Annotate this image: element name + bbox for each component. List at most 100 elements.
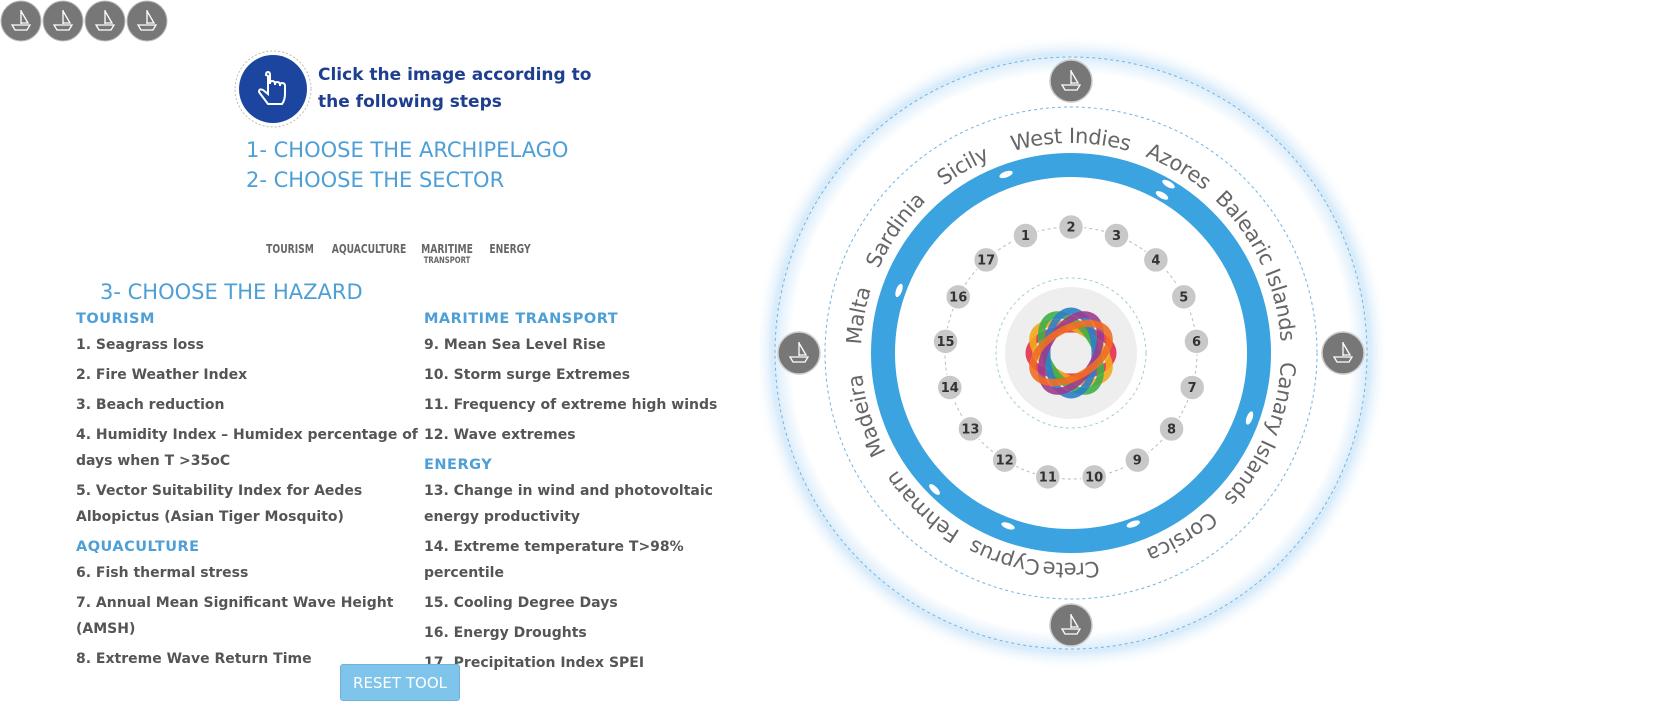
hazard-item[interactable]: 10. Storm surge Extremes <box>424 367 631 383</box>
hazard-item[interactable]: 12. Wave extremes <box>424 427 576 443</box>
number-bg <box>1183 328 1210 355</box>
hazard-item[interactable]: 8. Extreme Wave Return Time <box>76 651 312 667</box>
icon-glyph <box>136 10 158 31</box>
sector-icon[interactable] <box>126 0 168 42</box>
hazard-item[interactable]: 15. Cooling Degree Days <box>424 595 618 611</box>
sector-label[interactable]: MARITIME TRANSPORT <box>405 243 490 267</box>
hazard-item[interactable]: 9. Mean Sea Level Rise <box>424 337 606 353</box>
number-label: 4 <box>1151 253 1160 268</box>
label-ring <box>824 106 1318 600</box>
logo-ribbon <box>1029 319 1113 387</box>
number-label: 14 <box>941 381 959 396</box>
hazard-number[interactable]: 4 <box>1142 246 1170 274</box>
number-bg <box>991 446 1018 474</box>
number-label: 3 <box>1112 229 1121 244</box>
sector-sublabel: TRANSPORT <box>423 256 471 266</box>
icon-glyph <box>788 342 810 363</box>
icon-glyph <box>1332 342 1354 363</box>
center-dash <box>995 277 1147 429</box>
sector-list: TOURISM AQUACULTURE MARITIME TRANSPORT ENERG… <box>0 0 1678 266</box>
number-bg <box>1034 463 1062 491</box>
step: 1- CHOOSE THE ARCHIPELAGO <box>246 138 569 162</box>
island <box>1155 191 1169 200</box>
hazard-item[interactable]: 4. Humidity Index – Humidex percentage o… <box>76 427 418 469</box>
sector-icon[interactable] <box>1049 603 1093 647</box>
hazard-number[interactable]: 15 <box>932 328 959 355</box>
group-title: MARITIME TRANSPORT <box>424 311 619 327</box>
sector-icon[interactable] <box>1049 59 1093 103</box>
number-bg <box>1057 213 1085 241</box>
hazard-number[interactable]: 3 <box>1103 222 1130 249</box>
number-bg <box>1178 374 1206 401</box>
hazard-item[interactable]: 1. Seagrass loss <box>76 337 204 353</box>
sector-icon[interactable] <box>777 331 821 375</box>
instruction-line: the following steps <box>318 92 502 112</box>
instruction: Click the image according to the followi… <box>318 62 591 116</box>
hazard-number[interactable]: 14 <box>936 374 964 401</box>
reset-button[interactable]: RESET TOOL <box>340 664 460 701</box>
hazard-number[interactable]: 5 <box>1170 283 1198 311</box>
sector-label[interactable]: ENERGY <box>468 243 553 256</box>
hand-icon <box>234 50 312 128</box>
hazard-item[interactable]: 2. Fire Weather Index <box>76 367 248 383</box>
hazard-item[interactable]: 7. Annual Mean Significant Wave Height (… <box>76 595 394 637</box>
sector-icon[interactable] <box>42 0 84 42</box>
hazard-item[interactable]: 13. Change in wind and photovoltaic ener… <box>424 483 713 525</box>
hazard-number[interactable]: 2 <box>1057 213 1085 241</box>
hazard-item[interactable]: 3. Beach reduction <box>76 397 225 413</box>
number-bg <box>972 246 1000 274</box>
number-bg <box>1080 463 1108 491</box>
hazard-item[interactable]: 6. Fish thermal stress <box>76 565 249 581</box>
outer-ring <box>774 56 1368 650</box>
hazard-number[interactable]: 17 <box>972 246 1000 274</box>
hazard-column: TOURISM 1. Seagrass loss 2. Fire Weather I… <box>76 306 421 676</box>
sector-icon[interactable] <box>84 0 126 42</box>
hazard-item[interactable]: 16. Energy Droughts <box>424 625 587 641</box>
hazard-number[interactable]: 8 <box>1158 415 1185 443</box>
sea-ring <box>871 153 1271 553</box>
group-title: TOURISM <box>76 311 155 327</box>
archipelago-name[interactable]: Crete <box>1041 556 1100 582</box>
hazard-number[interactable]: 12 <box>991 446 1018 474</box>
number-bg <box>944 283 972 311</box>
icon-glyph <box>10 10 32 31</box>
hazard-number[interactable]: 1 <box>1012 222 1039 249</box>
sector-label-text: ENERGY <box>489 242 531 256</box>
island <box>1162 179 1175 189</box>
group-title: AQUACULTURE <box>76 539 200 555</box>
sector-icon[interactable] <box>1321 331 1365 375</box>
icon-glyph <box>1060 614 1082 635</box>
number-label: 16 <box>949 290 967 305</box>
number-label: 10 <box>1085 470 1103 485</box>
hazard-item[interactable]: 5. Vector Suitability Index for Aedes Al… <box>76 483 363 525</box>
number-bg <box>1012 222 1039 249</box>
number-label: 6 <box>1192 335 1201 350</box>
island <box>895 283 903 298</box>
hazard-item[interactable]: 14. Extreme temperature T>98% percentile <box>424 539 684 581</box>
number-label: 17 <box>977 253 995 268</box>
sector-icon[interactable] <box>0 0 42 42</box>
number-label: 13 <box>961 422 979 437</box>
hazard-column: MARITIME TRANSPORT 9. Mean Sea Level Rise… <box>424 306 734 680</box>
number-bg <box>932 328 959 355</box>
sector-label[interactable]: TOURISM <box>248 243 333 256</box>
group-title: ENERGY <box>424 457 493 473</box>
sector-label-text: AQUACULTURE <box>331 242 407 256</box>
icon-glyph <box>94 10 116 31</box>
hazard-number[interactable]: 9 <box>1124 446 1151 474</box>
hazard-item[interactable]: 11. Frequency of extreme high winds <box>424 397 718 413</box>
number-label: 15 <box>936 335 954 350</box>
hazard-number[interactable]: 6 <box>1183 328 1210 355</box>
hazard-item[interactable]: 17. Precipitation Index SPEI <box>424 655 645 671</box>
hazard-number[interactable]: 7 <box>1178 374 1206 401</box>
island <box>929 484 940 495</box>
hazard-number[interactable]: 11 <box>1034 463 1062 491</box>
hazard-number[interactable]: 13 <box>957 415 984 443</box>
hazard-number[interactable]: 10 <box>1080 463 1108 491</box>
hazard-number[interactable]: 16 <box>944 283 972 311</box>
archipelago-label[interactable]: Crete <box>1041 556 1100 582</box>
icon-glyph <box>52 10 74 31</box>
sector-label[interactable]: AQUACULTURE <box>327 243 412 256</box>
